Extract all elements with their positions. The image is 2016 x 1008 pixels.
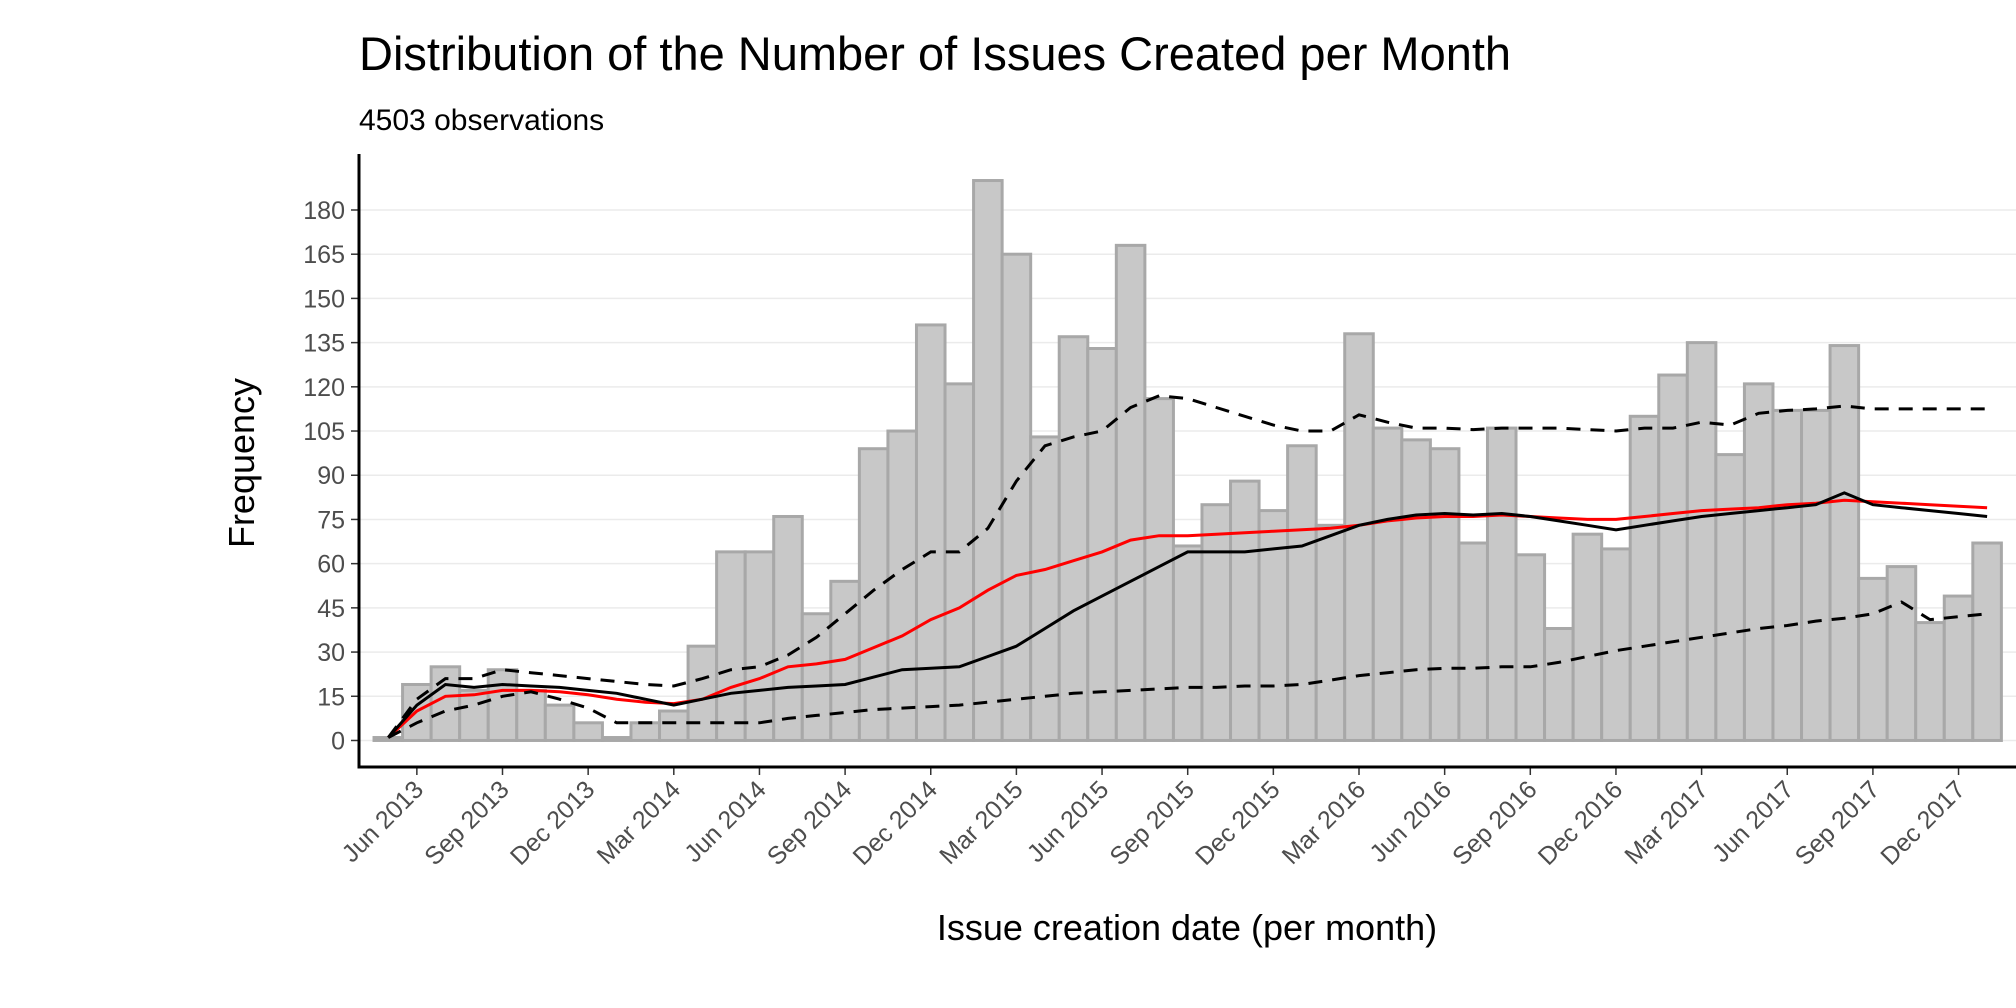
y-tick-label: 75 [317,506,345,534]
bar [857,447,890,742]
y-tick-label: 120 [303,374,345,402]
bar [943,382,976,742]
chart-title: Distribution of the Number of Issues Cre… [359,27,1511,80]
bar [1000,252,1033,742]
bar [1314,523,1347,742]
y-tick-label: 135 [303,330,345,358]
bar [515,688,547,742]
bar [1114,243,1147,742]
y-tick-label: 60 [317,551,345,579]
bar [1543,626,1575,742]
x-tick-label: Dec 2017 [1875,775,1970,870]
bar [1485,426,1518,742]
bar [1229,479,1261,742]
bar [1143,397,1175,742]
x-tick-label: Jun 2013 [337,775,430,868]
x-tick-label: Jun 2015 [1022,775,1115,868]
x-tick-label: Sep 2017 [1790,775,1885,870]
bar [600,736,633,742]
bar [914,323,947,742]
y-tick-label: 30 [317,639,345,667]
bar [572,721,604,742]
bar [1942,594,1975,742]
x-tick-label: Mar 2014 [592,775,687,870]
bar [429,665,462,742]
bar [1029,435,1061,742]
x-axis-title: Issue creation date (per month) [937,907,1437,948]
x-tick-label: Sep 2014 [762,775,858,871]
bar [686,644,719,742]
bar [1685,341,1718,742]
bar [1428,447,1461,742]
bar [1971,541,2003,742]
bar [1857,576,1889,742]
x-tick-label: Mar 2017 [1619,775,1713,869]
bar [629,721,662,742]
bar [800,612,833,742]
bar [1400,438,1432,742]
bar [1714,453,1746,742]
y-tick-label: 45 [317,595,345,623]
y-tick-label: 180 [303,197,345,225]
bar [1914,621,1946,742]
bar [1628,414,1661,742]
y-tick-label: 90 [317,462,345,490]
chart-subtitle: 4503 observations [359,104,604,137]
bar [1600,547,1632,742]
bar [1086,347,1118,742]
x-tick-label: Mar 2016 [1277,775,1371,869]
bar [743,550,776,742]
x-tick-label: Dec 2015 [1190,775,1285,870]
x-tick-label: Dec 2014 [848,775,944,871]
bar [543,703,576,742]
bar [458,688,490,742]
bar [1571,532,1604,742]
bar [715,550,747,742]
y-tick-label: 165 [303,241,345,269]
x-tick-label: Jun 2017 [1707,775,1800,868]
line [387,491,1988,739]
x-tick-label: Dec 2016 [1533,775,1628,870]
bar [372,736,405,742]
x-tick-label: Sep 2013 [419,775,514,870]
bar [1742,382,1775,742]
bar [886,429,918,742]
bar [1771,408,1804,742]
bar [1885,565,1918,742]
bar [1286,444,1318,742]
bars [372,179,2003,742]
bar [486,668,519,742]
bar [1343,332,1375,742]
x-tick-label: Sep 2016 [1447,775,1542,870]
lines [387,394,1988,739]
bar [1371,426,1404,742]
bar [658,709,690,742]
bar [772,514,804,742]
x-tick-label: Sep 2015 [1104,775,1199,870]
bar [1514,553,1547,742]
bar [1057,335,1090,742]
bar [1200,503,1233,742]
y-tick-label: 15 [317,683,345,711]
x-tick-label: Jun 2014 [679,775,772,868]
bar [1828,344,1861,742]
bar [1457,541,1489,742]
line [387,394,1988,739]
y-axis-title: Frequency [221,378,262,548]
bar [1257,509,1290,742]
x-tick-label: Dec 2013 [505,775,600,870]
bar [972,179,1004,742]
y-tick-label: 150 [303,285,345,313]
bar [1657,373,1689,742]
x-tick-label: Mar 2015 [934,775,1028,869]
y-tick-label: 0 [331,727,345,755]
line [387,600,1988,739]
bar [1171,544,1204,742]
bar [1800,408,1832,742]
x-tick-label: Jun 2016 [1364,775,1457,868]
y-tick-label: 105 [303,418,345,446]
